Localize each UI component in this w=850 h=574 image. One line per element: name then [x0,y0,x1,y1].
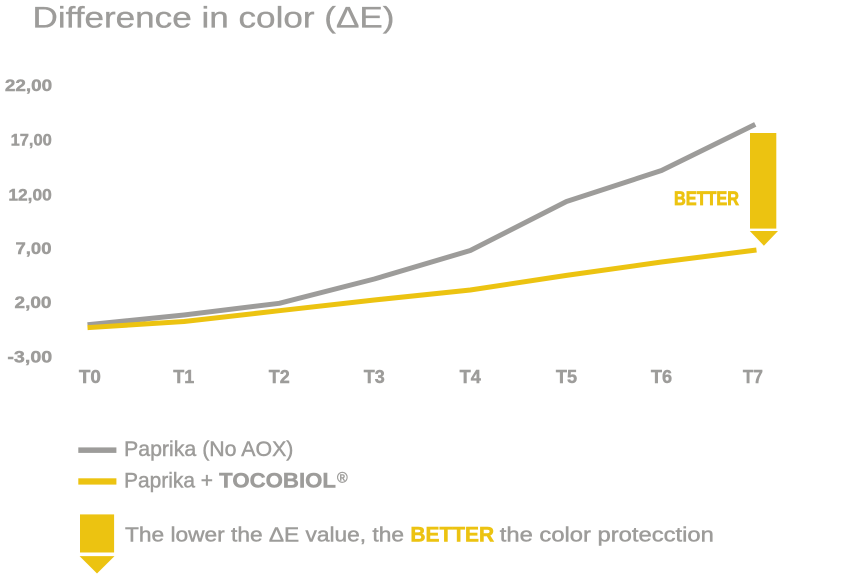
svg-text:Difference in color (ΔE): Difference in color (ΔE) [33,1,395,34]
svg-text:22,00: 22,00 [5,76,52,95]
svg-text:T6: T6 [651,367,672,387]
svg-text:12,00: 12,00 [8,185,51,204]
svg-text:T5: T5 [556,367,577,387]
svg-text:The lower the ΔE value, the: The lower the ΔE value, the [125,524,404,546]
svg-text:BETTER: BETTER [674,189,739,210]
svg-text:T7: T7 [743,367,763,387]
svg-text:2,00: 2,00 [15,293,52,312]
svg-text:BETTER: BETTER [410,523,494,546]
svg-text:Paprika (No AOX): Paprika (No AOX) [124,438,293,461]
svg-text:TOCOBIOL: TOCOBIOL [219,470,336,493]
svg-text:T0: T0 [79,367,101,387]
svg-text:7,00: 7,00 [16,239,52,258]
svg-text:®: ® [337,471,348,487]
svg-text:the color protecction: the color protecction [500,524,714,546]
svg-text:T4: T4 [460,367,481,387]
svg-text:T3: T3 [364,367,385,387]
svg-text:-3,00: -3,00 [7,347,52,366]
svg-text:T2: T2 [269,367,290,387]
svg-text:T1: T1 [173,367,194,387]
svg-text:Paprika +: Paprika + [124,470,213,493]
svg-text:17,00: 17,00 [11,130,52,149]
